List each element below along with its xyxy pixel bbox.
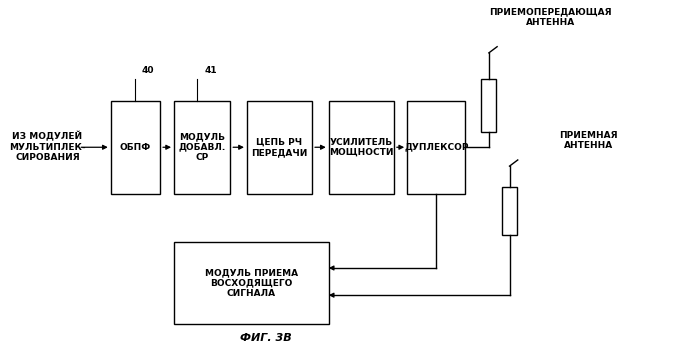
Text: 41: 41 xyxy=(204,66,217,75)
Bar xyxy=(111,101,160,194)
Text: ДУПЛЕКСОР: ДУПЛЕКСОР xyxy=(404,143,468,152)
Bar xyxy=(247,101,312,194)
Bar xyxy=(407,101,466,194)
Text: МОДУЛЬ ПРИЕМА
ВОСХОДЯЩЕГО
СИГНАЛА: МОДУЛЬ ПРИЕМА ВОСХОДЯЩЕГО СИГНАЛА xyxy=(204,268,298,298)
Text: ОБПФ: ОБПФ xyxy=(120,143,151,152)
Bar xyxy=(502,187,517,235)
Text: ПРИЕМОПЕРЕДАЮЩАЯ
АНТЕННА: ПРИЕМОПЕРЕДАЮЩАЯ АНТЕННА xyxy=(489,7,612,27)
Text: ПРИЕМНАЯ
АНТЕННА: ПРИЕМНАЯ АНТЕННА xyxy=(559,131,618,150)
Bar xyxy=(328,101,394,194)
Bar xyxy=(174,242,328,324)
Text: ИЗ МОДУЛЕЙ
МУЛЬТИПЛЕК-
СИРОВАНИЯ: ИЗ МОДУЛЕЙ МУЛЬТИПЛЕК- СИРОВАНИЯ xyxy=(9,131,85,162)
Text: МОДУЛЬ
ДОБАВЛ.
СР: МОДУЛЬ ДОБАВЛ. СР xyxy=(178,133,225,162)
Text: ФИГ. 3В: ФИГ. 3В xyxy=(239,333,291,343)
Text: УСИЛИТЕЛЬ
МОЩНОСТИ: УСИЛИТЕЛЬ МОЩНОСТИ xyxy=(329,138,393,157)
Bar xyxy=(174,101,230,194)
Bar xyxy=(482,79,496,132)
Text: 40: 40 xyxy=(141,66,154,75)
Text: ЦЕПЬ РЧ
ПЕРЕДАЧИ: ЦЕПЬ РЧ ПЕРЕДАЧИ xyxy=(251,138,308,157)
